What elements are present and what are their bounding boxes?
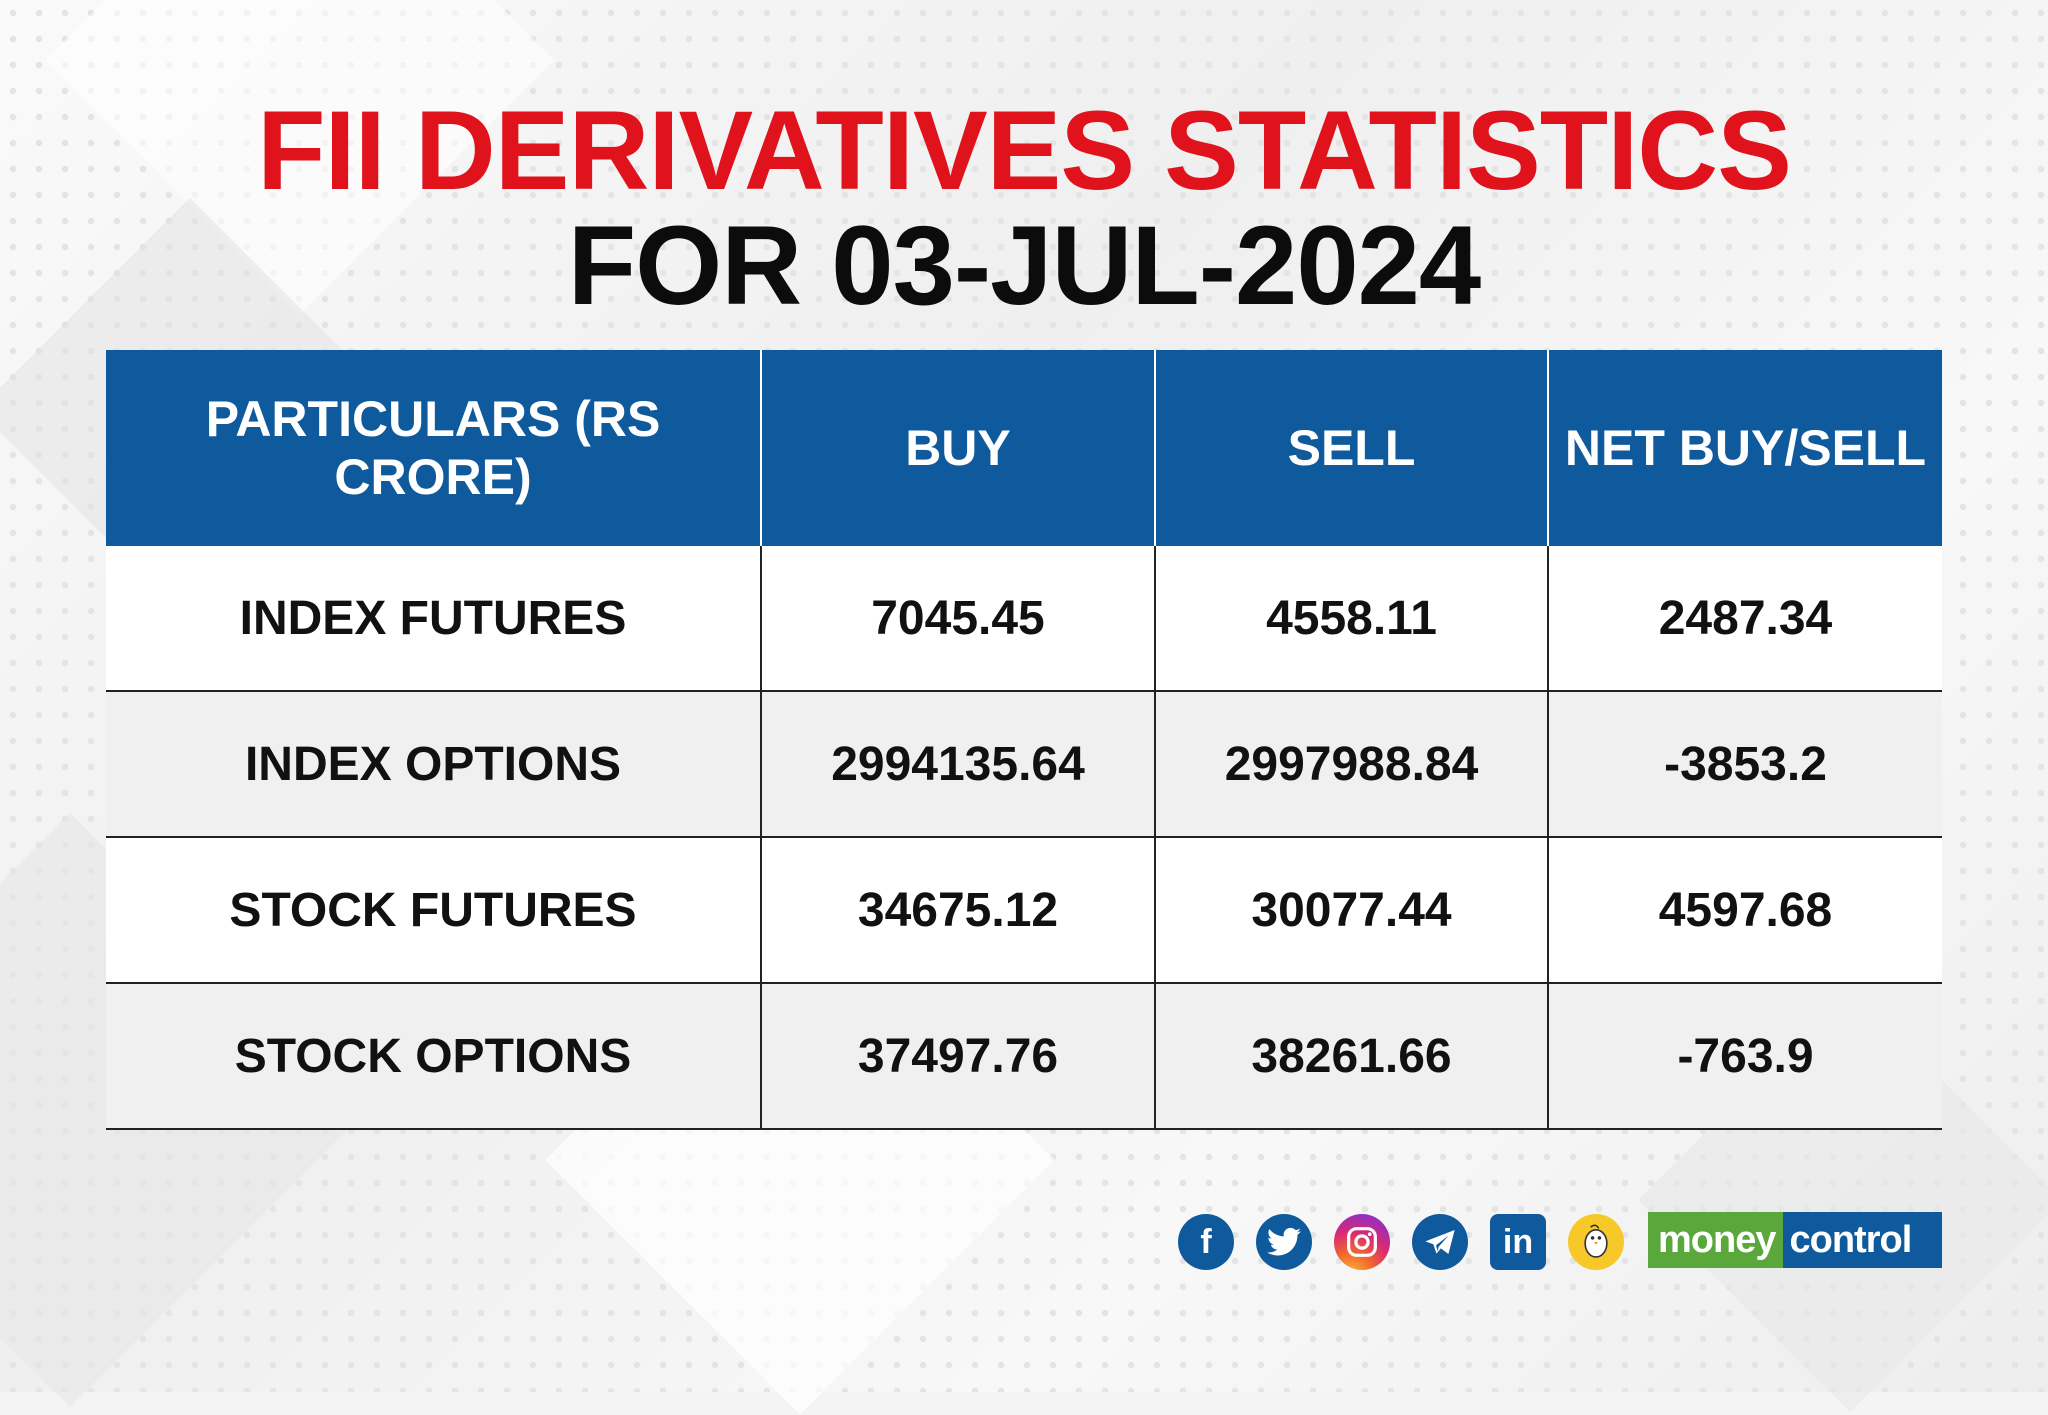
row-particular: INDEX FUTURES [106, 546, 761, 692]
linkedin-icon[interactable]: in [1490, 1214, 1546, 1270]
table-row: STOCK FUTURES 34675.12 30077.44 4597.68 [106, 837, 1942, 984]
twitter-bird-glyph [1267, 1227, 1301, 1256]
row-particular: INDEX OPTIONS [106, 691, 761, 838]
table-row: INDEX FUTURES 7045.45 4558.11 2487.34 [106, 546, 1942, 692]
header-sell: SELL [1154, 350, 1548, 546]
title-line-1: FII DERIVATIVES STATISTICS [257, 88, 1792, 213]
header-buy: BUY [760, 350, 1155, 546]
table-row: INDEX OPTIONS 2994135.64 2997988.84 -385… [106, 691, 1942, 838]
instagram-camera-glyph [1347, 1227, 1377, 1257]
table-row: STOCK OPTIONS 37497.76 38261.66 -763.9 [106, 983, 1942, 1130]
facebook-glyph: f [1200, 1222, 1212, 1261]
koo-icon[interactable] [1568, 1214, 1624, 1270]
row-sell: 30077.44 [1154, 837, 1548, 984]
header-particulars: PARTICULARS (RS CRORE) [106, 350, 761, 546]
row-buy: 37497.76 [760, 983, 1155, 1130]
facebook-icon[interactable]: f [1178, 1214, 1234, 1270]
moneycontrol-logo: money control [1648, 1212, 1942, 1268]
row-particular: STOCK FUTURES [106, 837, 761, 984]
instagram-icon[interactable] [1334, 1214, 1390, 1270]
telegram-plane-glyph [1425, 1230, 1455, 1254]
linkedin-glyph: in [1502, 1222, 1534, 1261]
statistics-table: PARTICULARS (RS CRORE) BUY SELL NET BUY/… [106, 350, 1942, 1130]
twitter-icon[interactable] [1256, 1214, 1312, 1270]
row-buy: 7045.45 [760, 546, 1155, 692]
logo-money-part: money [1648, 1212, 1784, 1268]
table-header-row: PARTICULARS (RS CRORE) BUY SELL NET BUY/… [106, 350, 1942, 546]
row-net: 4597.68 [1547, 837, 1942, 984]
row-net: 2487.34 [1547, 546, 1942, 692]
koo-bird-glyph [1584, 1224, 1608, 1258]
row-net: -3853.2 [1547, 691, 1942, 838]
row-buy: 2994135.64 [760, 691, 1155, 838]
header-net: NET BUY/SELL [1547, 350, 1942, 546]
row-net: -763.9 [1547, 983, 1942, 1130]
row-buy: 34675.12 [760, 837, 1155, 984]
telegram-icon[interactable] [1412, 1214, 1468, 1270]
row-particular: STOCK OPTIONS [106, 983, 761, 1130]
row-sell: 38261.66 [1154, 983, 1548, 1130]
row-sell: 4558.11 [1154, 546, 1548, 692]
row-sell: 2997988.84 [1154, 691, 1548, 838]
title-line-2: FOR 03-JUL-2024 [567, 203, 1481, 328]
social-icons: f in [1178, 1214, 1624, 1270]
logo-control-part: control [1783, 1212, 1942, 1268]
